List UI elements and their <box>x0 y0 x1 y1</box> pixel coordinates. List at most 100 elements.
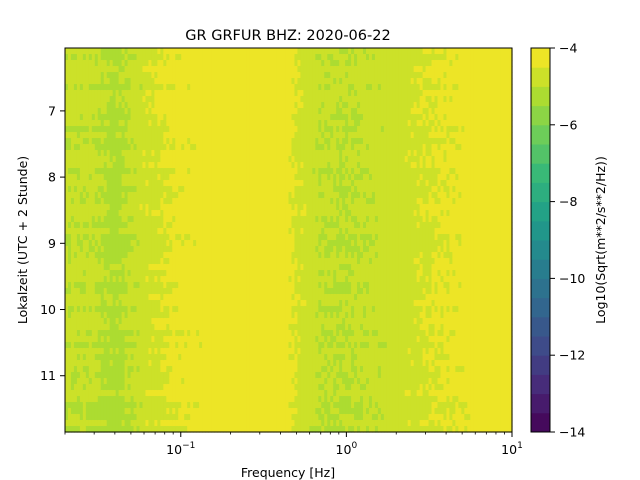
heatmap-cell <box>127 174 132 181</box>
heatmap-cell <box>252 114 257 121</box>
heatmap-cell <box>237 216 242 223</box>
heatmap-cell <box>166 96 170 103</box>
heatmap-cell <box>243 108 248 115</box>
heatmap-cell <box>151 168 155 175</box>
heatmap-cell <box>166 252 170 259</box>
heatmap-cell <box>255 264 260 271</box>
heatmap-cell <box>294 414 299 421</box>
heatmap-cell <box>65 258 69 265</box>
heatmap-cell <box>267 276 272 283</box>
heatmap-cell <box>205 144 209 151</box>
heatmap-cell <box>202 216 206 223</box>
heatmap-cell <box>291 156 296 163</box>
heatmap-cell <box>291 270 296 277</box>
heatmap-cell <box>219 168 224 175</box>
heatmap-cell <box>208 132 212 139</box>
heatmap-cell <box>246 54 251 61</box>
heatmap-cell <box>106 114 111 121</box>
heatmap-cell <box>145 210 150 217</box>
heatmap-cell <box>276 48 281 55</box>
heatmap-cell <box>118 240 123 247</box>
heatmap-cell <box>145 90 150 97</box>
heatmap-cell <box>88 96 93 103</box>
heatmap-cell <box>151 186 155 193</box>
heatmap-cell <box>73 312 78 319</box>
heatmap-cell <box>109 282 114 289</box>
heatmap-cell <box>118 114 123 121</box>
heatmap-cell <box>234 222 239 229</box>
heatmap-cell <box>175 108 179 115</box>
heatmap-cell <box>184 78 188 85</box>
heatmap-cell <box>65 348 69 355</box>
heatmap-cell <box>85 54 90 61</box>
heatmap-cell <box>208 186 212 193</box>
heatmap-cell <box>255 318 260 325</box>
heatmap-cell <box>270 384 275 391</box>
heatmap-cell <box>211 144 215 151</box>
heatmap-cell <box>214 288 218 295</box>
heatmap-cell <box>267 114 272 121</box>
heatmap-cell <box>148 390 153 397</box>
heatmap-cell <box>288 306 293 313</box>
heatmap-cell <box>282 258 287 265</box>
heatmap-cell <box>157 120 161 127</box>
heatmap-cell <box>249 192 254 199</box>
heatmap-cell <box>199 204 203 211</box>
heatmap-cell <box>142 312 147 319</box>
heatmap-cell <box>208 282 212 289</box>
heatmap-cell <box>73 180 78 187</box>
heatmap-cell <box>202 390 206 397</box>
heatmap-cell <box>67 396 72 403</box>
heatmap-cell <box>178 372 182 379</box>
heatmap-cell <box>231 132 236 139</box>
heatmap-cell <box>264 66 269 73</box>
heatmap-cell <box>76 210 81 217</box>
heatmap-cell <box>288 282 293 289</box>
heatmap-cell <box>112 108 117 115</box>
heatmap-cell <box>79 150 84 157</box>
heatmap-cell <box>121 270 126 277</box>
heatmap-cell <box>73 342 78 349</box>
heatmap-cell <box>199 396 203 403</box>
heatmap-cell <box>249 378 254 385</box>
heatmap-cell <box>231 342 236 349</box>
heatmap-cell <box>288 132 293 139</box>
heatmap-cell <box>205 216 209 223</box>
heatmap-cell <box>178 396 182 403</box>
heatmap-cell <box>205 180 209 187</box>
heatmap-cell <box>133 54 138 61</box>
heatmap-cell <box>166 210 170 217</box>
heatmap-cell <box>79 192 84 199</box>
heatmap-cell <box>160 354 164 361</box>
heatmap-cell <box>261 306 266 313</box>
heatmap-cell <box>115 222 120 229</box>
heatmap-cell <box>109 360 114 367</box>
heatmap-cell <box>187 378 191 385</box>
heatmap-cell <box>154 252 158 259</box>
heatmap-cell <box>130 360 135 367</box>
heatmap-cell <box>97 258 102 265</box>
heatmap-cell <box>211 186 215 193</box>
heatmap-cell <box>282 150 287 157</box>
heatmap-cell <box>139 54 144 61</box>
heatmap-cell <box>65 192 69 199</box>
heatmap-cell <box>255 420 260 427</box>
heatmap-cell <box>288 156 293 163</box>
heatmap-cell <box>211 270 215 277</box>
heatmap-cell <box>163 306 167 313</box>
heatmap-cell <box>106 198 111 205</box>
heatmap-cell <box>181 246 185 253</box>
heatmap-cell <box>237 324 242 331</box>
heatmap-cell <box>97 330 102 337</box>
heatmap-cell <box>178 168 182 175</box>
heatmap-cell <box>85 120 90 127</box>
heatmap-cell <box>199 318 203 325</box>
heatmap-cell <box>145 240 150 247</box>
heatmap-cell <box>65 360 69 367</box>
heatmap-cell <box>285 54 290 61</box>
heatmap-cell <box>211 246 215 253</box>
heatmap-cell <box>112 264 117 271</box>
heatmap-cell <box>211 372 215 379</box>
heatmap-cell <box>282 312 287 319</box>
heatmap-cell <box>261 240 266 247</box>
